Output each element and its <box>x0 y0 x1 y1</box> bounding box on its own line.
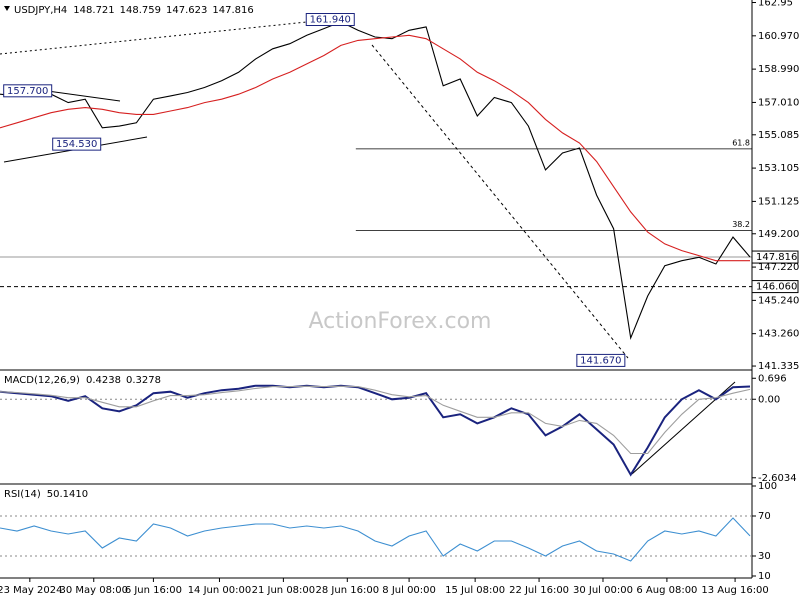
readout-value: 147.623 <box>166 5 207 16</box>
y-tick-label: 145.240 <box>758 295 799 306</box>
x-tick-label: 13 Aug 16:00 <box>701 585 768 596</box>
x-tick-label: 6 Jun 16:00 <box>125 585 182 596</box>
y-tick-label: 0.00 <box>758 394 780 405</box>
menu-icon <box>4 6 10 11</box>
fib-label: 61.8 <box>732 138 750 147</box>
watermark: ActionForex.com <box>309 309 492 334</box>
y-tick-label: 70 <box>758 511 771 522</box>
y-tick-label: 158.990 <box>758 64 799 75</box>
series-line <box>0 34 750 262</box>
readout-value: 0.4238 <box>86 375 121 386</box>
price-annotation: 154.530 <box>56 139 97 150</box>
x-tick-label: 30 May 08:00 <box>59 585 128 596</box>
price-annotation-box <box>3 84 53 98</box>
panel-title: MACD(12,26,9) <box>4 375 80 386</box>
support-box <box>751 280 799 294</box>
readout-value: 50.1410 <box>47 489 88 500</box>
x-tick-label: 30 Jul 00:00 <box>573 585 633 596</box>
x-tick-label: 6 Aug 08:00 <box>636 585 697 596</box>
x-tick-label: 21 Jun 08:00 <box>252 585 316 596</box>
fib-label: 38.2 <box>732 220 750 229</box>
price-annotation: 161.940 <box>310 15 351 26</box>
panel-title: RSI(14) <box>4 489 41 500</box>
y-tick-label: 153.105 <box>758 163 799 174</box>
series-line <box>0 517 751 562</box>
y-tick-label: 149.200 <box>758 229 799 240</box>
x-tick-label: 28 Jun 16:00 <box>316 585 380 596</box>
y-tick-label: 155.085 <box>758 130 799 141</box>
price-annotation: 157.700 <box>7 86 48 97</box>
readout-value: 148.759 <box>120 5 161 16</box>
y-tick-label: 10 <box>758 571 771 582</box>
y-tick-label: 141.335 <box>758 361 799 372</box>
series-line <box>0 384 751 477</box>
readout-value: 147.816 <box>212 5 253 16</box>
readout-value: 0.3278 <box>126 375 161 386</box>
y-tick-label: 157.010 <box>758 97 799 108</box>
y-tick-label: -2.6034 <box>758 473 797 484</box>
readout-value: 148.721 <box>73 5 114 16</box>
current-price-label: 147.816 <box>756 252 797 263</box>
y-tick-label: 30 <box>758 551 771 562</box>
x-tick-label: 8 Jul 00:00 <box>382 585 436 596</box>
x-tick-label: 15 Jul 08:00 <box>445 585 505 596</box>
support-label: 146.060 <box>756 282 797 293</box>
y-tick-label: 160.970 <box>758 31 799 42</box>
current-price-box <box>751 250 799 264</box>
y-tick-label: 0.696 <box>758 373 787 384</box>
y-tick-label: 143.260 <box>758 329 799 340</box>
price-annotation-box <box>52 137 102 151</box>
price-annotation: 141.670 <box>580 355 621 366</box>
panel-title: USDJPY,H4 <box>14 5 67 16</box>
y-tick-label: 100 <box>758 481 777 492</box>
series-line <box>0 385 751 455</box>
trend-line <box>371 44 629 359</box>
x-tick-label: 14 Jun 00:00 <box>188 585 252 596</box>
series-line <box>0 21 751 341</box>
x-tick-label: 23 May 2024 <box>0 585 62 596</box>
price-annotation-box <box>576 353 626 367</box>
y-tick-label: 147.220 <box>758 262 799 273</box>
x-tick-label: 22 Jul 16:00 <box>509 585 569 596</box>
y-tick-label: 151.125 <box>758 196 799 207</box>
price-annotation-box <box>305 13 355 27</box>
y-tick-label: 162.95 <box>758 0 793 9</box>
